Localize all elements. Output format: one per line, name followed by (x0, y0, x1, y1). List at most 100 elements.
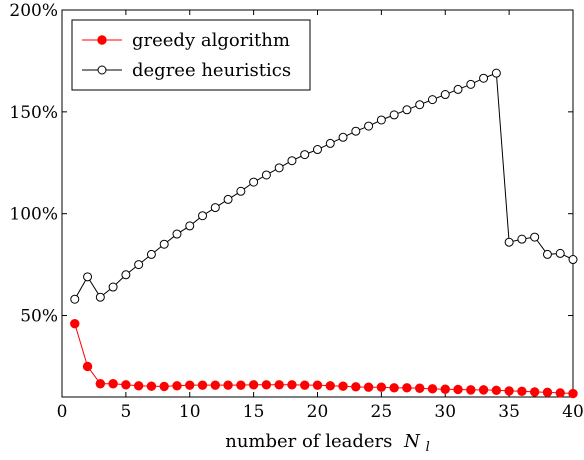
data-point (351, 382, 361, 392)
series-line (74, 72, 574, 300)
data-point (568, 388, 578, 399)
series-line (74, 323, 574, 395)
data-point (210, 203, 220, 213)
x-tick-label: 10 (179, 402, 201, 422)
legend-item: degree heuristics (82, 60, 291, 81)
data-point (376, 382, 387, 392)
legend-marker (97, 65, 107, 75)
data-point (389, 110, 399, 120)
data-point (491, 385, 502, 395)
data-point (517, 234, 527, 244)
data-point (249, 177, 259, 187)
data-point (313, 145, 322, 155)
data-point (555, 248, 565, 258)
data-point (146, 381, 157, 391)
data-point (402, 383, 412, 393)
data-point (325, 381, 335, 391)
data-point (121, 380, 131, 390)
data-point (312, 380, 323, 390)
legend-item: greedy algorithm (82, 30, 290, 51)
legend-marker (97, 35, 107, 45)
x-tick-label: 5 (120, 402, 131, 422)
data-point (108, 379, 118, 389)
data-point (555, 388, 565, 398)
data-point (70, 318, 80, 329)
data-point (351, 126, 361, 136)
data-point (210, 380, 221, 390)
data-point (300, 150, 310, 160)
data-point (478, 385, 489, 395)
data-point (453, 384, 463, 395)
x-tick-label: 40 (562, 402, 584, 422)
data-point (542, 249, 552, 259)
data-point (338, 132, 348, 142)
data-point (274, 163, 284, 173)
data-point (223, 380, 233, 390)
series-layer (70, 68, 578, 399)
data-point (415, 100, 425, 110)
data-point (402, 105, 412, 115)
data-point (248, 380, 259, 390)
data-point (95, 379, 106, 389)
data-point (376, 115, 386, 125)
x-axis-title-symbol: N (403, 431, 421, 452)
data-point (427, 95, 437, 105)
y-tick-label: 100% (9, 205, 58, 225)
data-point (325, 138, 335, 148)
x-axis-title: number of leaders N l (225, 431, 430, 455)
data-point (198, 211, 208, 221)
data-point (223, 194, 233, 204)
data-point (261, 170, 271, 180)
data-point (159, 381, 169, 392)
y-tick-label: 200% (9, 1, 58, 21)
data-point (415, 383, 425, 393)
data-point (389, 383, 399, 393)
data-point (70, 294, 80, 304)
data-point (568, 255, 578, 265)
data-point (261, 380, 272, 390)
data-point (133, 381, 144, 391)
data-point (529, 387, 540, 397)
data-point (134, 260, 144, 270)
data-point (300, 380, 310, 390)
data-point (82, 361, 93, 372)
data-point (440, 384, 450, 394)
data-point (466, 79, 476, 89)
x-tick-label: 35 (498, 402, 520, 422)
x-tick-label: 25 (371, 402, 393, 422)
legend-box (71, 19, 311, 91)
data-point (172, 229, 182, 239)
data-point (146, 249, 156, 259)
x-tick-label: 15 (243, 402, 265, 422)
y-tick-label: 50% (20, 307, 58, 327)
data-point (453, 84, 463, 94)
data-point (427, 384, 438, 394)
x-tick-label: 20 (307, 402, 329, 422)
data-point (83, 272, 93, 282)
y-tick-label: 150% (9, 103, 58, 123)
data-point (172, 381, 182, 391)
data-point (466, 385, 476, 395)
data-point (363, 382, 374, 392)
data-point (542, 387, 553, 398)
legend-label: greedy algorithm (132, 30, 290, 51)
y-axis: 50% 100% 150% 200% (9, 1, 573, 327)
data-point (287, 156, 297, 166)
data-point (121, 270, 131, 280)
legend-label: degree heuristics (132, 60, 291, 81)
legend: greedy algorithm degree heuristics (71, 19, 311, 91)
data-point (185, 221, 195, 231)
data-point (236, 380, 246, 390)
data-point (530, 232, 540, 242)
data-point (517, 386, 527, 396)
x-tick-label: 0 (57, 402, 68, 422)
data-point (364, 121, 374, 131)
data-point (491, 68, 501, 78)
data-point (197, 380, 208, 390)
x-axis: 0 5 10 15 20 25 30 35 40 (57, 10, 584, 422)
data-point (108, 282, 118, 292)
data-point (95, 292, 105, 302)
x-axis-title-text: number of leaders (225, 431, 392, 452)
data-point (504, 237, 514, 247)
